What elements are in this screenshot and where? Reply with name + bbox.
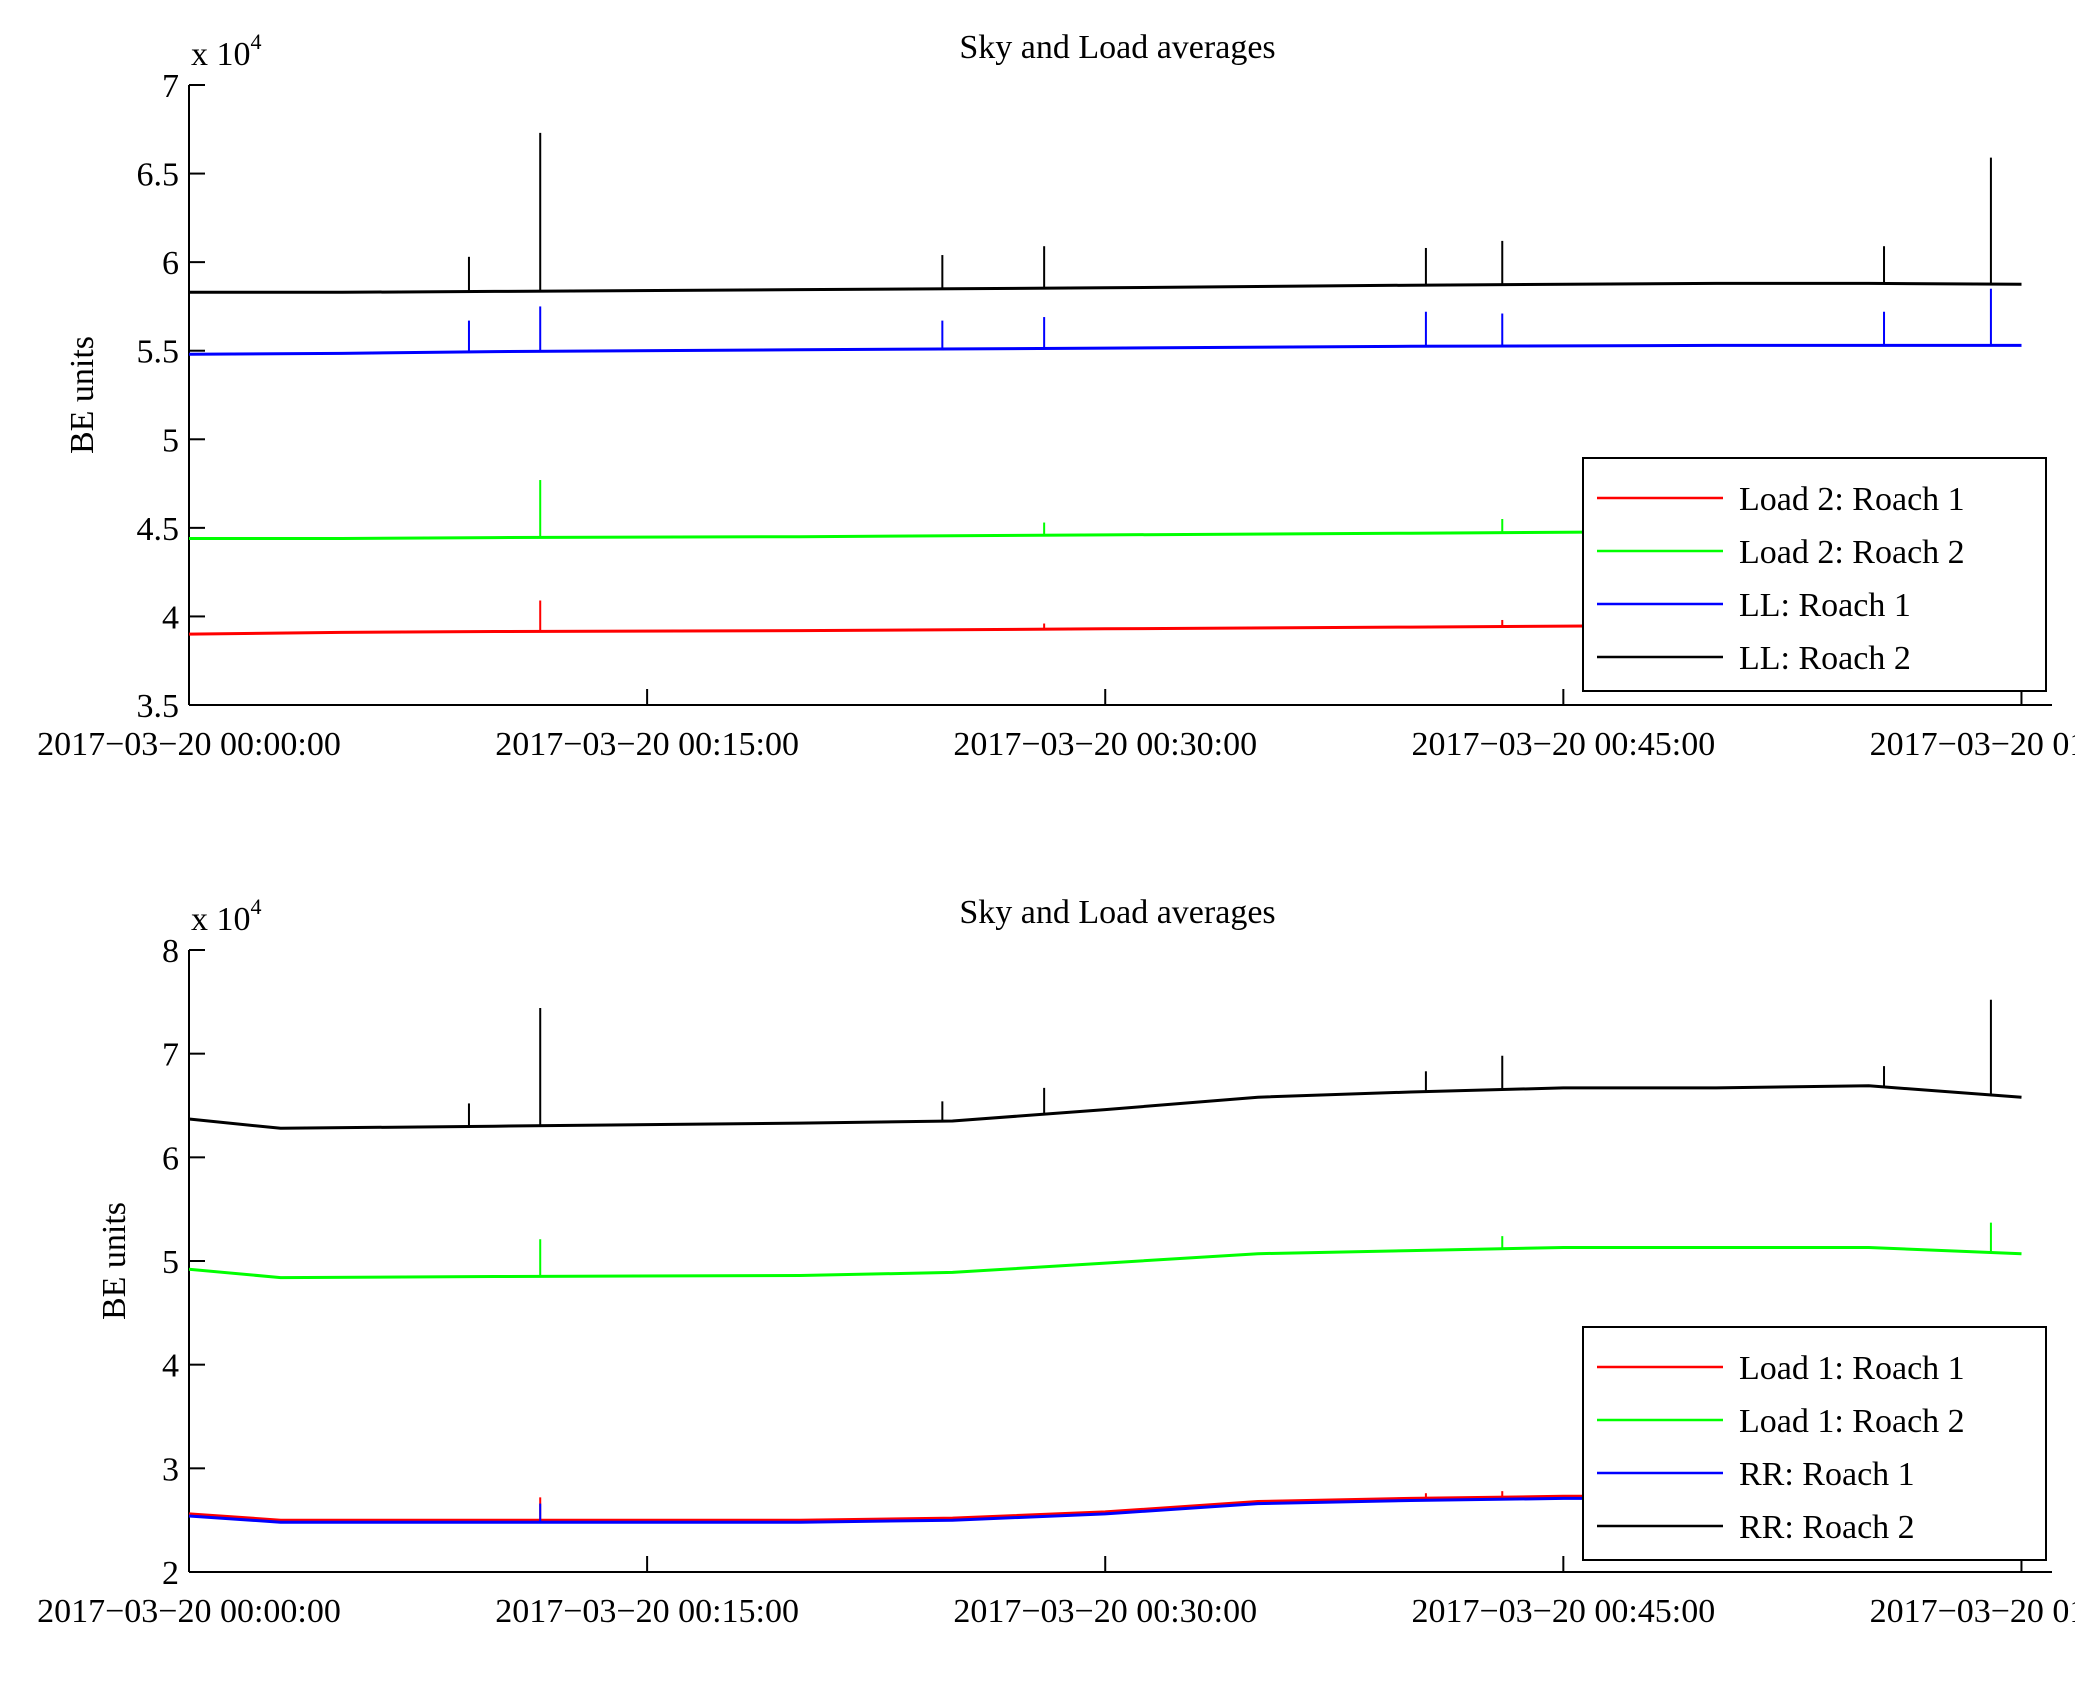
x-tick-label: 2017−03−20 00:45:00 — [1411, 726, 1715, 763]
series-4 — [188, 999, 2022, 1130]
legend-label: RR: Roach 1 — [1739, 1456, 1915, 1493]
y-tick-label: 4.5 — [137, 511, 180, 548]
y-axis-label: BE units — [64, 336, 101, 454]
x-tick-label: 2017−03−20 00:30:00 — [953, 726, 1257, 763]
legend-label: Load 2: Roach 2 — [1739, 534, 1965, 571]
x-tick-label: 2017−03−20 00:15:00 — [495, 1593, 799, 1630]
y-tick-label: 5.5 — [137, 334, 180, 371]
legend-label: Load 1: Roach 2 — [1739, 1403, 1965, 1440]
legend-label: LL: Roach 1 — [1739, 587, 1911, 624]
y-tick-label: 6 — [162, 1140, 179, 1177]
chart-title: Sky and Load averages — [959, 29, 1275, 66]
legend-label: LL: Roach 2 — [1739, 640, 1911, 677]
x-tick-label: 2017−03−20 01:00:00 — [1870, 726, 2075, 763]
y-tick-label: 4 — [162, 599, 179, 636]
y-tick-label: 2 — [162, 1555, 179, 1592]
y-tick-label: 7 — [162, 1037, 179, 1074]
series-line — [188, 1084, 2022, 1130]
y-multiplier-exponent: 4 — [251, 29, 262, 54]
y-tick-label: 6.5 — [137, 157, 180, 194]
y-multiplier-base: x 10 — [191, 901, 251, 938]
y-multiplier-exponent: 4 — [251, 894, 262, 919]
y-tick-label: 5 — [162, 422, 179, 459]
x-tick-label: 2017−03−20 00:45:00 — [1411, 1593, 1715, 1630]
y-tick-label: 8 — [162, 933, 179, 970]
y-axis-label: BE units — [96, 1202, 133, 1320]
y-tick-label: 6 — [162, 245, 179, 282]
series-3 — [188, 288, 2022, 356]
series-line — [189, 281, 2022, 294]
x-tick-label: 2017−03−20 01:00:00 — [1870, 1593, 2075, 1630]
x-tick-label: 2017−03−20 00:30:00 — [953, 1593, 1257, 1630]
x-tick-label: 2017−03−20 00:00:00 — [37, 1593, 341, 1630]
x-tick-label: 2017−03−20 00:15:00 — [495, 726, 799, 763]
chart-2: 2 3 4 5 6 7 8 2017−03−20 00:00:00 2017−03−20 00:… — [37, 894, 2075, 1630]
series-line — [188, 1246, 2022, 1280]
x-tick-label: 2017−03−20 00:00:00 — [37, 726, 341, 763]
chart-title: Sky and Load averages — [959, 894, 1275, 931]
y-multiplier: x 104 — [191, 29, 262, 73]
y-tick-label: 3 — [162, 1451, 179, 1488]
y-multiplier: x 104 — [191, 894, 262, 938]
chart-1: 3.5 4 4.5 5 5.5 6 6.5 7 2017−03−20 00:00:00 2017−… — [37, 29, 2075, 763]
series-4 — [189, 132, 2022, 294]
y-tick-label: 3.5 — [137, 688, 180, 725]
y-tick-label: 4 — [162, 1348, 179, 1385]
legend-label: Load 1: Roach 1 — [1739, 1350, 1965, 1387]
legend-label: RR: Roach 2 — [1739, 1509, 1915, 1546]
series-2 — [188, 1222, 2022, 1280]
legend: Load 2: Roach 1 Load 2: Roach 2 LL: Roach … — [1582, 457, 2047, 692]
legend-label: Load 2: Roach 1 — [1739, 481, 1965, 518]
series-line — [188, 343, 2022, 356]
y-multiplier-base: x 10 — [191, 36, 251, 73]
y-tick-label: 7 — [162, 68, 179, 105]
legend: Load 1: Roach 1 Load 1: Roach 2 RR: Roach … — [1582, 1326, 2047, 1561]
y-tick-label: 5 — [162, 1244, 179, 1281]
